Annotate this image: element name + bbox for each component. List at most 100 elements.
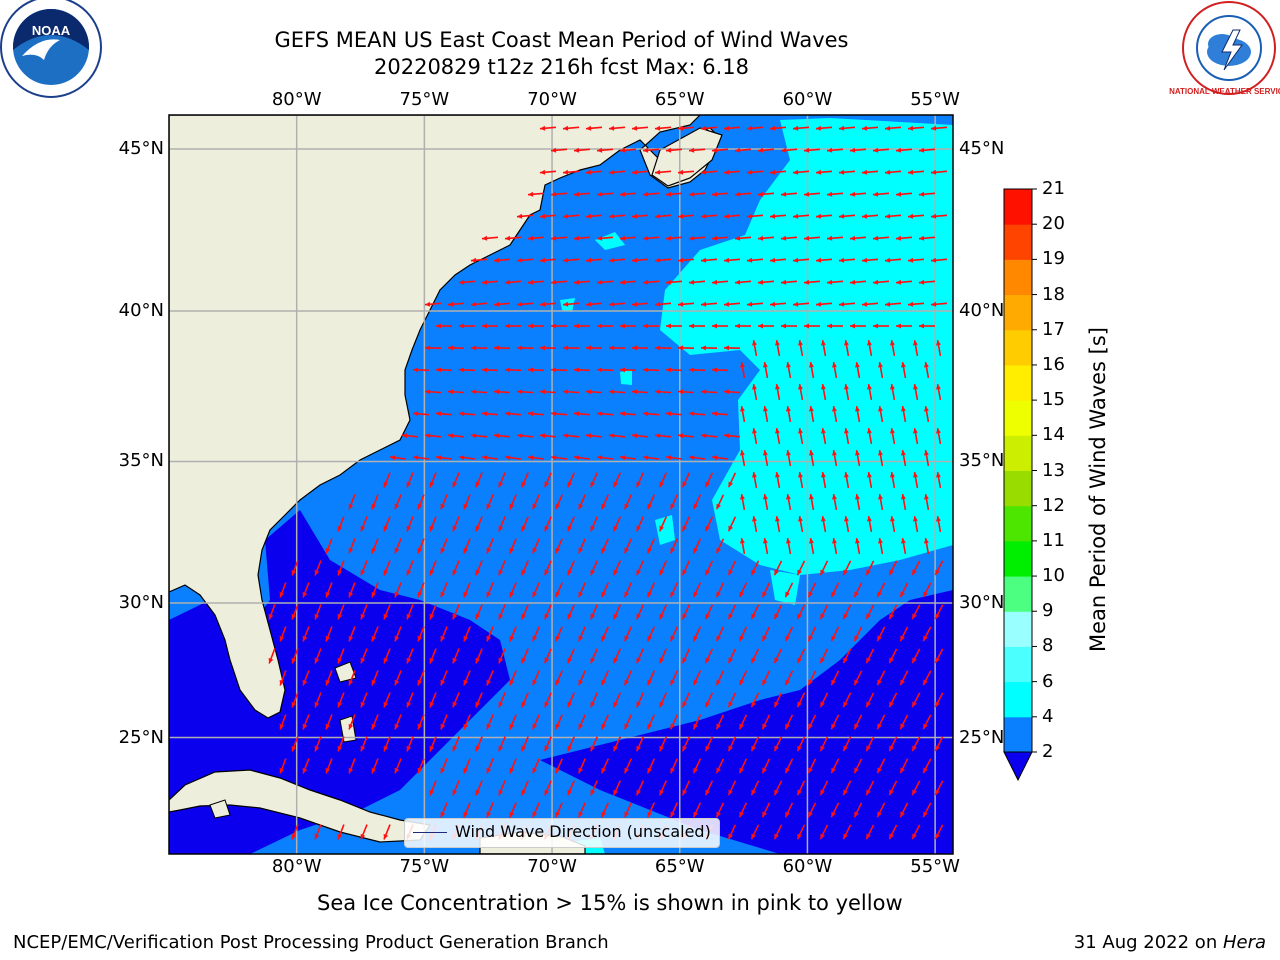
wave-arrow-head <box>540 169 546 175</box>
wave-arrow-head <box>705 789 710 796</box>
wave-arrow-head <box>394 591 400 598</box>
wave-arrow-head <box>482 455 488 461</box>
wave-arrow-head <box>820 613 825 620</box>
wave-arrow-head <box>509 635 515 642</box>
wave-arrow-head <box>563 345 569 351</box>
wave-arrow-head <box>809 494 814 500</box>
wave-arrow-head <box>816 169 822 175</box>
wave-arrow-head <box>371 635 377 642</box>
wave-arrow-head <box>613 745 619 752</box>
wave-arrow-head <box>348 679 354 686</box>
wave-arrow-head <box>632 433 638 439</box>
wave-arrow-head <box>693 591 698 598</box>
wave-arrow-head <box>923 591 928 598</box>
wave-arrow-head <box>867 516 872 522</box>
wave-arrow-head <box>820 789 825 796</box>
wave-arrow-head <box>751 657 756 664</box>
wave-arrow-head <box>912 833 917 840</box>
run-date-text: 31 Aug 2022 on <box>1073 932 1223 953</box>
wave-arrow-head <box>924 494 929 500</box>
wave-arrow-head <box>739 635 744 642</box>
wave-arrow-head <box>647 811 652 818</box>
wave-arrow-head <box>463 811 469 818</box>
wave-arrow-head <box>647 679 652 686</box>
wave-arrow-head <box>590 613 596 620</box>
wave-arrow-head <box>793 213 799 219</box>
wave-arrow-head <box>482 367 488 373</box>
wave-arrow-head <box>785 635 790 642</box>
wave-arrow-head <box>429 789 435 796</box>
wave-arrow-head <box>670 591 675 598</box>
wave-arrow-head <box>459 367 465 373</box>
wave-arrow-head <box>816 301 822 307</box>
wave-arrow-head <box>912 613 917 620</box>
wave-arrow-head <box>482 235 488 241</box>
wave-arrow-head <box>889 569 894 576</box>
wave-arrow-head <box>574 191 580 197</box>
wave-arrow-head <box>586 301 592 307</box>
wave-arrow-head <box>544 657 550 664</box>
wave-arrow-head <box>567 569 573 576</box>
wave-arrow-head <box>900 635 905 642</box>
wave-arrow-head <box>804 147 810 153</box>
wave-arrow-head <box>486 811 492 818</box>
wave-arrow-head <box>873 191 879 197</box>
wave-arrow-head <box>763 362 768 368</box>
wave-arrow-head <box>647 723 652 730</box>
wave-arrow-head <box>878 406 883 412</box>
wave-arrow-head <box>532 591 538 598</box>
wave-arrow-head <box>643 367 649 373</box>
wave-arrow-head <box>563 433 569 439</box>
wave-arrow-head <box>770 169 776 175</box>
wave-arrow-head <box>924 406 929 412</box>
wave-arrow-head <box>854 723 859 730</box>
colorbar-segment <box>1004 294 1032 331</box>
wave-arrow-head <box>348 723 354 730</box>
wave-arrow-head <box>867 340 872 346</box>
wave-arrow-head <box>689 279 695 285</box>
wave-arrow-head <box>862 213 868 219</box>
wave-arrow-head <box>540 125 546 131</box>
wave-arrow-head <box>804 279 810 285</box>
wave-arrow-head <box>597 147 603 153</box>
colorbar-tick-label: 2 <box>1042 741 1054 762</box>
wave-arrow-head <box>620 191 626 197</box>
wave-arrow-head <box>936 516 941 522</box>
wave-arrow-head <box>798 516 803 522</box>
wave-arrow-head <box>620 147 626 153</box>
wave-arrow-head <box>659 525 664 532</box>
wave-arrow-head <box>935 613 940 620</box>
wave-arrow-head <box>751 833 756 840</box>
wave-arrow-head <box>647 591 652 598</box>
wave-arrow-head <box>793 169 799 175</box>
wave-arrow-head <box>816 213 822 219</box>
wave-arrow-head <box>425 345 431 351</box>
wave-arrow-head <box>751 701 756 708</box>
wave-arrow-head <box>682 657 687 664</box>
wave-arrow-head <box>758 235 764 241</box>
colorbar <box>1003 188 1037 782</box>
wave-arrow-head <box>555 635 561 642</box>
wave-arrow-head <box>809 538 814 544</box>
wave-arrow-head <box>770 301 776 307</box>
wave-arrow-head <box>463 591 469 598</box>
wave-arrow-head <box>551 323 556 329</box>
colorbar-segment <box>1004 224 1032 260</box>
wave-arrow-head <box>781 147 787 153</box>
lat-label-right: 35°N <box>959 450 1005 472</box>
wave-arrow-head <box>689 191 695 197</box>
wave-arrow-head <box>291 657 297 664</box>
wave-arrow-head <box>337 613 343 620</box>
wave-arrow-head <box>597 235 603 241</box>
wave-arrow-head <box>609 389 615 395</box>
wave-arrow-head <box>936 384 941 390</box>
wave-arrow-head <box>831 723 836 730</box>
wave-arrow-head <box>728 613 733 620</box>
wave-arrow-head <box>586 433 592 439</box>
wave-arrow-head <box>793 301 799 307</box>
wave-arrow-head <box>804 235 810 241</box>
wave-arrow-head <box>521 613 527 620</box>
wave-arrow-head <box>705 525 710 532</box>
wave-arrow-head <box>601 811 607 818</box>
wave-arrow-head <box>919 323 924 329</box>
